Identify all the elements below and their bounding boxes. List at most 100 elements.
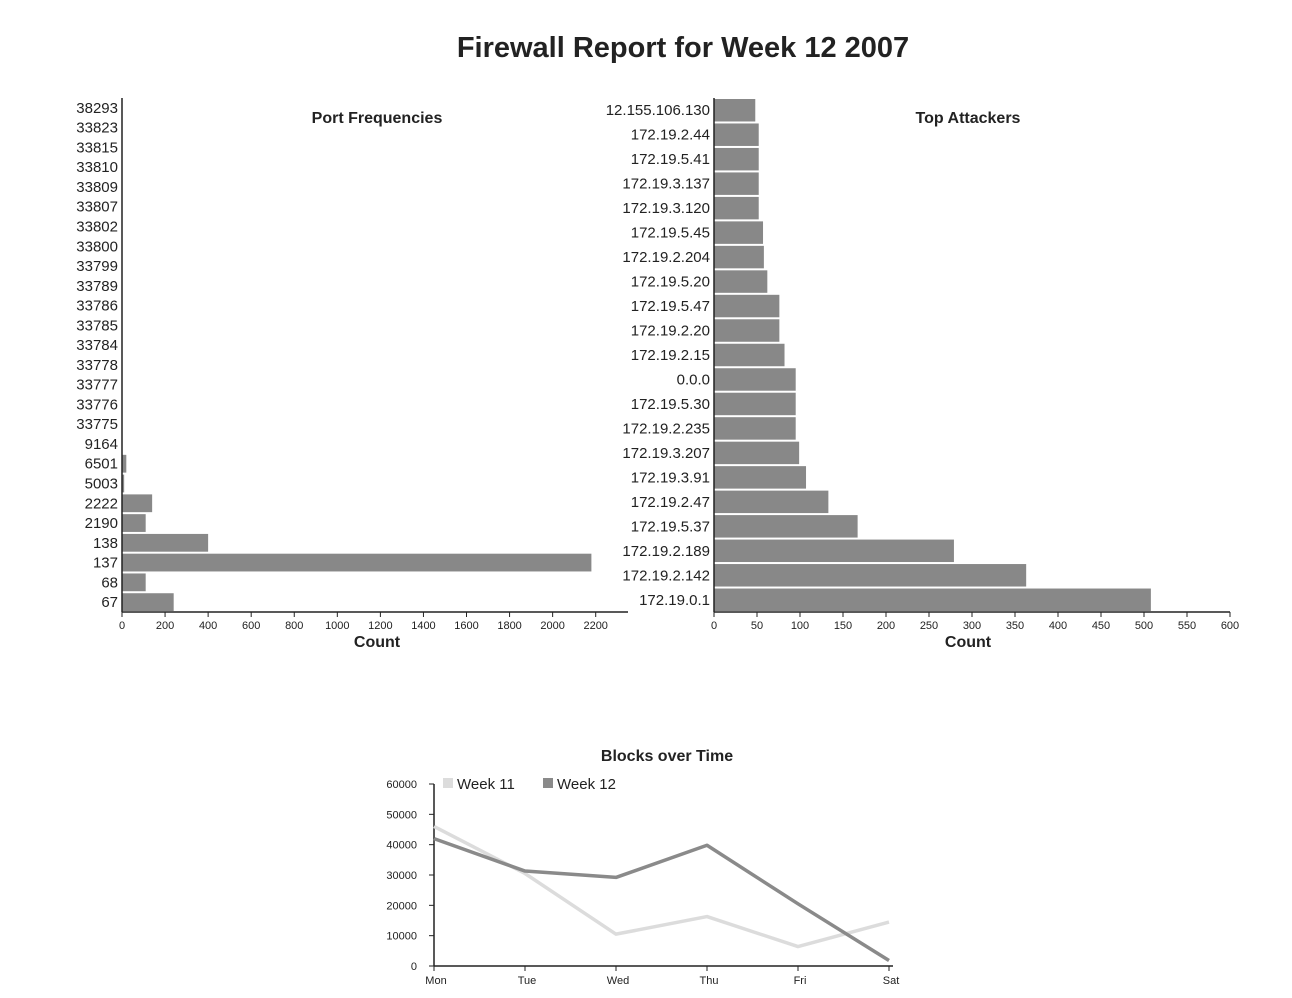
ports-category-label: 137 [93, 555, 118, 572]
attackers-category-label: 0.0.0 [677, 371, 710, 388]
ports-bar [122, 593, 174, 611]
ports-x-tick-label: 1200 [368, 620, 392, 632]
attackers-bar [714, 539, 954, 563]
attackers-category-label: 172.19.2.235 [622, 420, 710, 437]
attackers-x-tick-label: 300 [963, 620, 981, 632]
attackers-category-label: 172.19.2.189 [622, 543, 710, 560]
blocks-legend-swatch [443, 778, 453, 788]
attackers-category-label: 172.19.2.20 [631, 323, 710, 340]
attackers-bar [714, 196, 759, 220]
ports-category-label: 33786 [76, 298, 118, 315]
ports-category-label: 33778 [76, 357, 118, 374]
attackers-bar [714, 490, 829, 514]
page-title: Firewall Report for Week 12 2007 [456, 32, 910, 64]
blocks-legend-label: Week 11 [457, 776, 515, 793]
attackers-category-label: 172.19.3.137 [622, 176, 710, 193]
blocks-legend-label: Week 12 [557, 776, 616, 793]
attackers-bar [714, 392, 796, 416]
blocks-y-tick-label: 10000 [386, 931, 417, 943]
attackers-x-tick-label: 550 [1178, 620, 1196, 632]
ports-x-tick-label: 0 [119, 620, 125, 632]
blocks-x-tick-label: Fri [794, 975, 807, 987]
ports-chart-title: Port Frequencies [312, 110, 443, 127]
ports-x-tick-label: 800 [285, 620, 303, 632]
ports-category-label: 33776 [76, 396, 118, 413]
blocks-series-line-2 [433, 836, 890, 963]
blocks-x-tick-label: Thu [700, 975, 719, 987]
ports-category-label: 33823 [76, 120, 118, 137]
ports-category-label: 2222 [85, 495, 118, 512]
blocks-y-tick-label: 20000 [386, 900, 417, 912]
attackers-x-tick-label: 200 [877, 620, 895, 632]
attackers-bar [714, 123, 759, 146]
ports-bar [122, 573, 146, 592]
attackers-x-tick-label: 600 [1221, 620, 1239, 632]
attackers-x-tick-label: 400 [1049, 620, 1067, 632]
ports-category-label: 67 [101, 594, 118, 611]
ports-category-label: 33802 [76, 219, 118, 236]
ports-x-tick-label: 1000 [325, 620, 349, 632]
ports-bar [122, 474, 125, 493]
attackers-bar [714, 368, 796, 391]
ports-category-label: 6501 [85, 456, 118, 473]
blocks-y-tick-label: 50000 [386, 809, 417, 821]
attackers-x-tick-label: 50 [751, 620, 763, 632]
ports-category-label: 5003 [85, 476, 118, 493]
blocks-series-line-1 [433, 824, 890, 949]
attackers-bar [714, 147, 759, 171]
attackers-x-tick-label: 0 [711, 620, 717, 632]
attackers-bar [714, 417, 796, 440]
blocks-y-tick-label: 0 [411, 961, 417, 973]
ports-category-label: 33809 [76, 179, 118, 196]
attackers-bar [714, 564, 1027, 587]
ports-category-label: 33799 [76, 258, 118, 275]
attackers-x-axis-label: Count [945, 634, 992, 651]
ports-x-tick-label: 1800 [497, 620, 521, 632]
attackers-category-label: 172.19.5.45 [631, 225, 710, 242]
attackers-bar [714, 466, 807, 489]
attackers-bar [714, 221, 764, 244]
ports-category-label: 33789 [76, 278, 118, 295]
attackers-category-label: 172.19.2.204 [622, 249, 710, 266]
ports-bar [122, 533, 209, 552]
ports-category-label: 33777 [76, 377, 118, 394]
ports-category-label: 33810 [76, 159, 118, 176]
ports-category-label: 33785 [76, 317, 118, 334]
blocks-y-tick-label: 40000 [386, 840, 417, 852]
ports-x-tick-label: 1400 [411, 620, 435, 632]
attackers-category-label: 172.19.3.207 [622, 445, 710, 462]
attackers-chart-title: Top Attackers [916, 110, 1021, 127]
blocks-legend-swatch [543, 778, 553, 788]
attackers-bar [714, 343, 785, 367]
attackers-bar [714, 441, 800, 465]
attackers-bar [714, 172, 759, 195]
ports-category-label: 38293 [76, 100, 118, 117]
ports-category-label: 9164 [85, 436, 118, 453]
attackers-category-label: 172.19.0.1 [639, 592, 710, 609]
ports-category-label: 138 [93, 535, 118, 552]
attackers-bar [714, 588, 1151, 611]
attackers-category-label: 172.19.5.47 [631, 298, 710, 315]
blocks-x-tick-label: Wed [607, 975, 629, 987]
blocks-x-tick-label: Mon [425, 975, 446, 987]
ports-category-label: 68 [101, 574, 118, 591]
ports-category-label: 33784 [76, 337, 118, 354]
ports-bar [122, 514, 146, 532]
attackers-category-label: 172.19.2.47 [631, 494, 710, 511]
ports-category-label: 2190 [85, 515, 118, 532]
ports-bar [122, 454, 127, 473]
ports-x-tick-label: 400 [199, 620, 217, 632]
ports-x-tick-label: 2000 [540, 620, 564, 632]
attackers-bar [714, 270, 768, 293]
ports-x-tick-label: 2200 [583, 620, 607, 632]
attackers-bar [714, 515, 858, 538]
attackers-category-label: 172.19.2.15 [631, 347, 710, 364]
attackers-bar [714, 294, 780, 318]
blocks-y-tick-label: 60000 [386, 779, 417, 791]
ports-category-label: 33815 [76, 139, 118, 156]
attackers-category-label: 172.19.2.142 [622, 567, 710, 584]
ports-x-tick-label: 600 [242, 620, 260, 632]
attackers-category-label: 172.19.2.44 [631, 127, 710, 144]
attackers-x-tick-label: 250 [920, 620, 938, 632]
